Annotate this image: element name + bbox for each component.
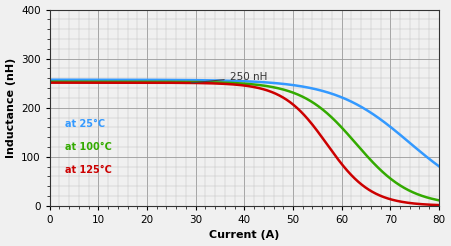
Text: 250 nH: 250 nH bbox=[191, 72, 267, 83]
Y-axis label: Inductance (nH): Inductance (nH) bbox=[5, 58, 15, 158]
X-axis label: Current (A): Current (A) bbox=[209, 231, 280, 240]
Text: at 25°C: at 25°C bbox=[65, 120, 106, 129]
Text: at 125°C: at 125°C bbox=[65, 165, 112, 175]
Text: at 100°C: at 100°C bbox=[65, 142, 112, 152]
